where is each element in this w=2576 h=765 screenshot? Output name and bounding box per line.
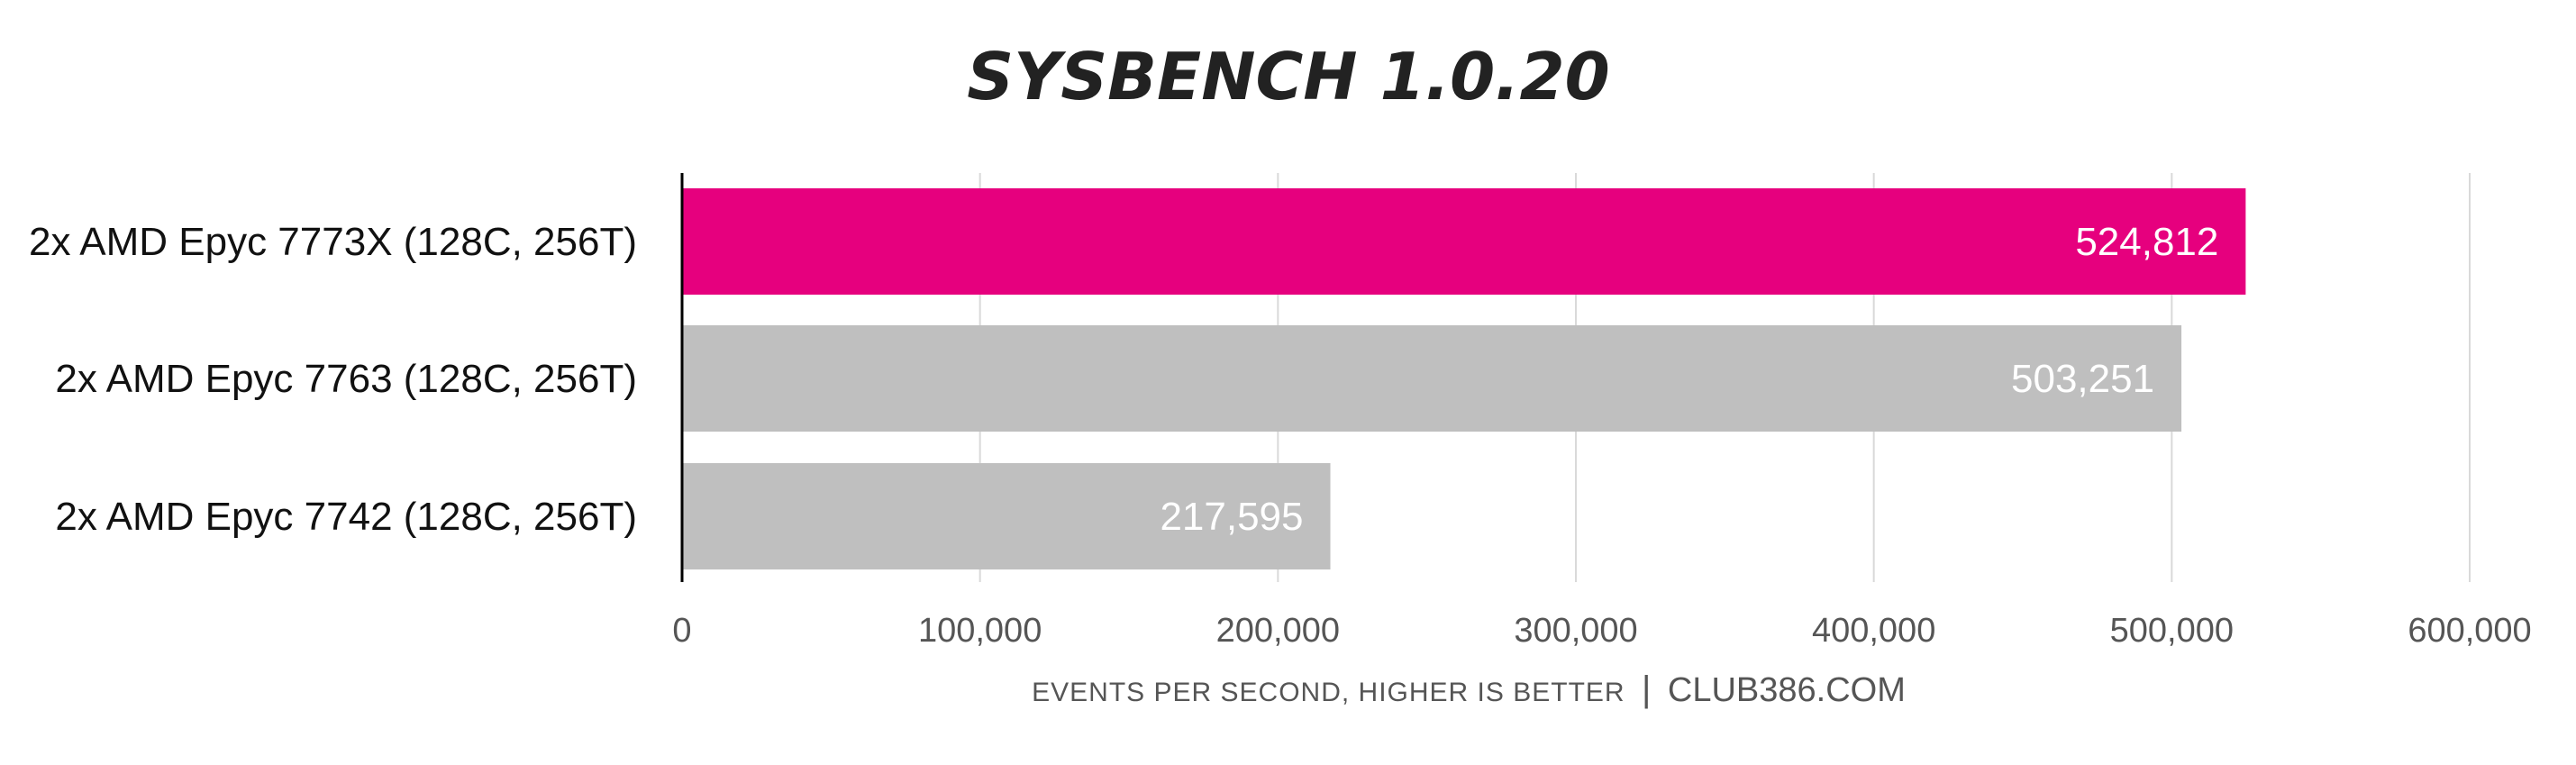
x-tick-label: 500,000 [2110, 612, 2234, 650]
bars [682, 188, 2246, 569]
x-axis-label: EVENTS PER SECOND, HIGHER IS BETTER | CL… [1032, 669, 1906, 709]
x-tick-label: 100,000 [918, 612, 1042, 650]
x-tick-label: 300,000 [1514, 612, 1637, 650]
category-labels: 2x AMD Epyc 7773X (128C, 256T) 2x AMD Epy… [29, 220, 637, 539]
x-axis-label-source: CLUB386.COM [1668, 671, 1906, 709]
x-tick-labels: 0 100,000 200,000 300,000 400,000 500,000 600,… [672, 612, 2531, 650]
x-tick-label: 600,000 [2408, 612, 2531, 650]
chart-title: SYSBENCH 1.0.20 [967, 39, 1609, 114]
x-tick-label: 0 [672, 612, 691, 650]
bar [682, 325, 2182, 432]
x-tick-label: 200,000 [1216, 612, 1340, 650]
value-labels: 524,812 503,251 217,595 [1160, 220, 2218, 539]
bar [682, 188, 2246, 295]
data-label: 524,812 [2075, 220, 2218, 264]
x-axis-label-text: EVENTS PER SECOND, HIGHER IS BETTER [1032, 678, 1625, 707]
data-label: 217,595 [1160, 495, 1303, 539]
category-label: 2x AMD Epyc 7742 (128C, 256T) [55, 495, 637, 539]
category-label: 2x AMD Epyc 7773X (128C, 256T) [29, 220, 637, 264]
data-label: 503,251 [2011, 357, 2154, 401]
x-tick-label: 400,000 [1812, 612, 1935, 650]
bar [682, 463, 1331, 569]
category-label: 2x AMD Epyc 7763 (128C, 256T) [55, 357, 637, 401]
x-axis-label-separator: | [1642, 669, 1651, 709]
